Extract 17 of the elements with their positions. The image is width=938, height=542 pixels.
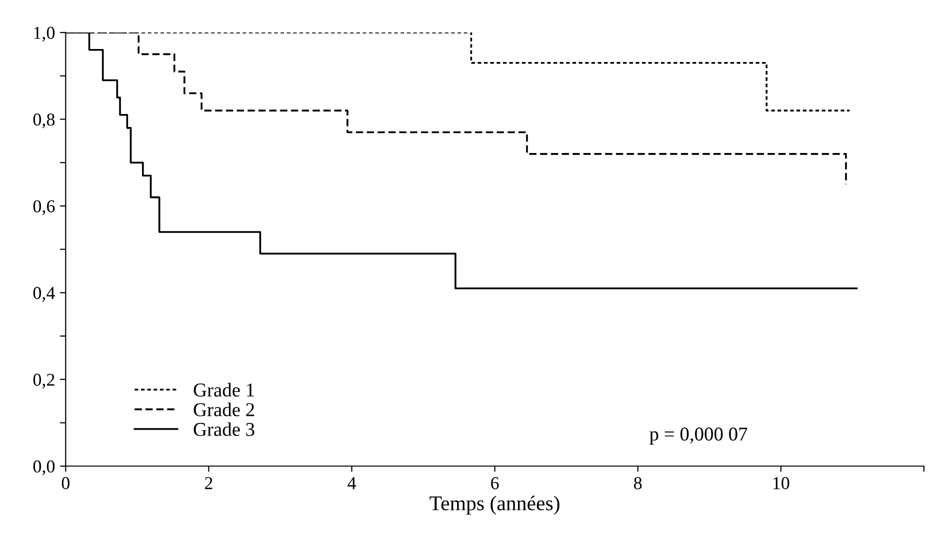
annotation: p = 0,000 07 [650, 428, 748, 445]
y-tick-label: 1,0 [34, 26, 55, 42]
y-tick-label: 0,4 [33, 286, 55, 302]
x-axis-title: Temps (années) [430, 496, 560, 515]
x-tick-label: 10 [773, 477, 790, 490]
legend-label: Grade 1 [194, 382, 254, 397]
y-tick-label: 0,0 [33, 460, 55, 476]
x-tick-label: 8 [634, 477, 642, 490]
x-tick-label: 2 [204, 477, 212, 490]
x-tick-label: 0 [62, 477, 70, 490]
x-tick-label: 6 [491, 477, 499, 490]
y-tick-label: 0,2 [33, 374, 54, 388]
y-tick-label: 0,8 [33, 113, 55, 128]
y-tick-label: 0,6 [33, 200, 55, 215]
x-tick-label: 4 [348, 477, 356, 490]
legend-label: Grade 2 [194, 402, 254, 416]
legend-label: Grade 3 [194, 422, 254, 436]
